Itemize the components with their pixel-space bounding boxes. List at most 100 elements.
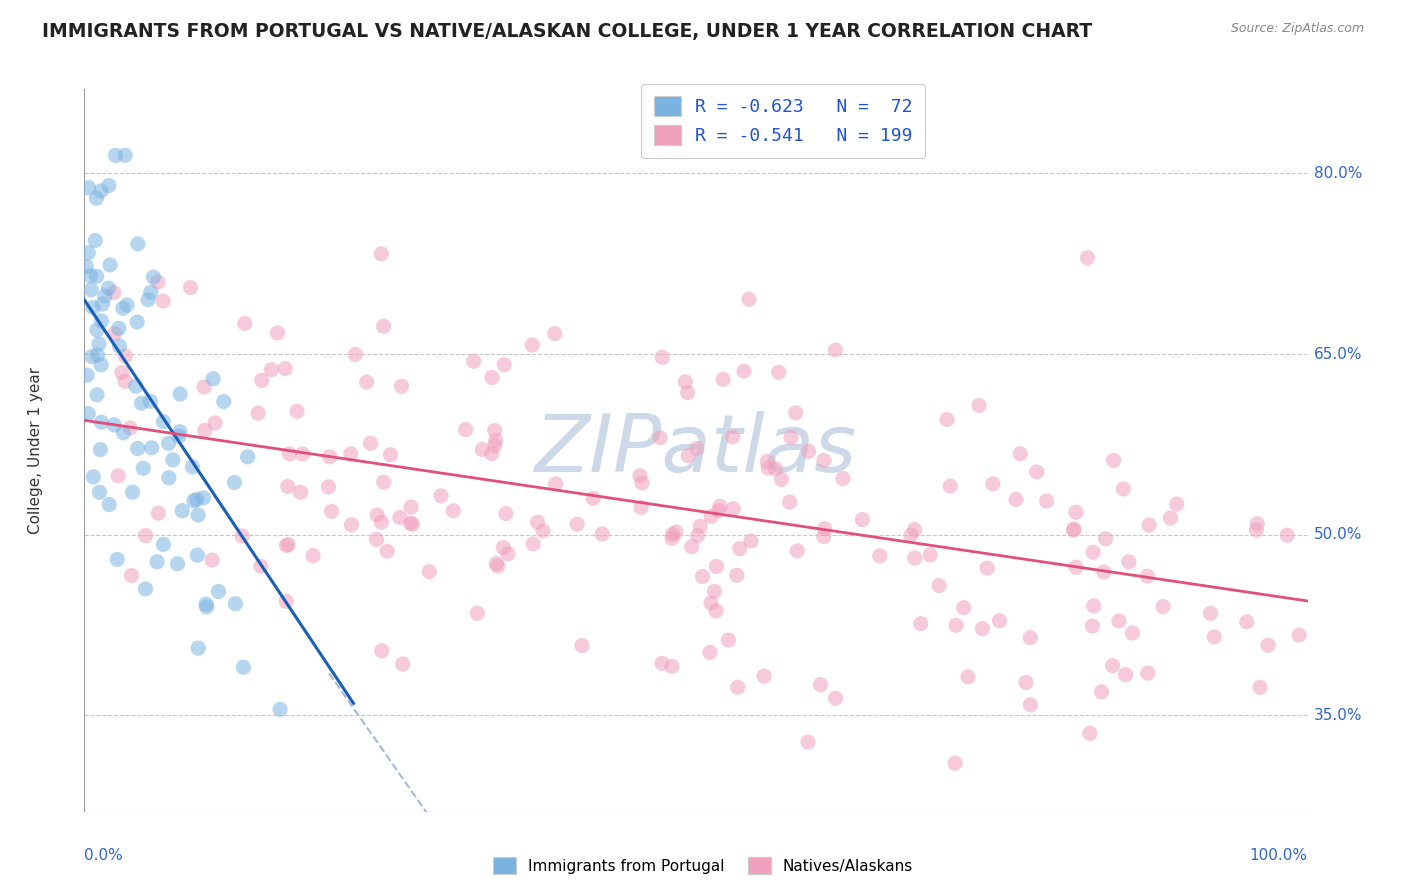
- Point: [114, 148, 136, 162]
- Point: [418, 565, 440, 579]
- Point: [661, 527, 683, 541]
- Point: [738, 293, 761, 307]
- Point: [139, 394, 162, 409]
- Point: [121, 568, 143, 582]
- Point: [107, 321, 129, 335]
- Point: [651, 657, 673, 671]
- Point: [1010, 447, 1032, 461]
- Point: [481, 447, 503, 461]
- Point: [114, 349, 136, 363]
- Point: [699, 646, 721, 660]
- Text: Source: ZipAtlas.com: Source: ZipAtlas.com: [1230, 22, 1364, 36]
- Point: [98, 258, 121, 272]
- Point: [193, 380, 215, 394]
- Point: [250, 559, 273, 574]
- Point: [1078, 726, 1101, 740]
- Point: [704, 604, 727, 618]
- Point: [167, 429, 190, 443]
- Point: [125, 379, 148, 393]
- Point: [1257, 638, 1279, 652]
- Point: [115, 298, 138, 312]
- Point: [193, 491, 215, 505]
- Point: [231, 529, 253, 543]
- Point: [711, 372, 734, 386]
- Point: [952, 600, 974, 615]
- Point: [111, 301, 134, 316]
- Point: [1108, 614, 1130, 628]
- Point: [976, 561, 998, 575]
- Point: [131, 396, 153, 410]
- Point: [375, 544, 398, 558]
- Point: [1019, 698, 1042, 712]
- Point: [162, 453, 184, 467]
- Point: [770, 473, 793, 487]
- Point: [1090, 685, 1112, 699]
- Point: [112, 425, 135, 440]
- Point: [373, 319, 395, 334]
- Point: [136, 293, 159, 307]
- Point: [169, 425, 191, 439]
- Point: [786, 543, 808, 558]
- Text: 50.0%: 50.0%: [1313, 527, 1362, 542]
- Point: [388, 510, 411, 524]
- Point: [485, 557, 508, 571]
- Point: [1076, 251, 1098, 265]
- Point: [135, 582, 157, 596]
- Point: [1063, 523, 1085, 537]
- Point: [91, 297, 114, 311]
- Point: [86, 269, 108, 284]
- Point: [207, 584, 229, 599]
- Point: [752, 669, 775, 683]
- Point: [233, 317, 256, 331]
- Point: [285, 404, 308, 418]
- Point: [202, 372, 225, 386]
- Point: [224, 597, 246, 611]
- Point: [236, 450, 259, 464]
- Point: [486, 559, 509, 574]
- Point: [80, 283, 103, 297]
- Point: [1204, 630, 1226, 644]
- Point: [103, 285, 125, 300]
- Point: [194, 423, 217, 437]
- Point: [721, 501, 744, 516]
- Point: [366, 508, 388, 522]
- Point: [232, 660, 254, 674]
- Point: [1015, 675, 1038, 690]
- Point: [681, 540, 703, 554]
- Point: [269, 702, 291, 716]
- Point: [1112, 482, 1135, 496]
- Point: [356, 375, 378, 389]
- Point: [108, 339, 131, 353]
- Point: [77, 407, 100, 421]
- Point: [651, 351, 673, 365]
- Point: [869, 549, 891, 563]
- Point: [127, 236, 149, 251]
- Point: [1166, 497, 1188, 511]
- Point: [97, 281, 120, 295]
- Point: [401, 517, 423, 532]
- Point: [676, 385, 699, 400]
- Point: [661, 532, 683, 546]
- Point: [77, 245, 100, 260]
- Point: [204, 416, 226, 430]
- Point: [1025, 465, 1047, 479]
- Point: [1083, 599, 1105, 613]
- Point: [454, 423, 477, 437]
- Point: [278, 447, 301, 461]
- Point: [484, 438, 506, 452]
- Point: [936, 412, 959, 426]
- Point: [107, 468, 129, 483]
- Point: [1115, 667, 1137, 681]
- Point: [321, 504, 343, 518]
- Point: [495, 507, 517, 521]
- Point: [90, 415, 112, 429]
- Point: [370, 515, 392, 529]
- Point: [956, 670, 979, 684]
- Point: [181, 459, 204, 474]
- Point: [76, 368, 98, 383]
- Text: 35.0%: 35.0%: [1313, 708, 1362, 723]
- Point: [591, 527, 613, 541]
- Point: [90, 184, 112, 198]
- Point: [141, 441, 163, 455]
- Point: [89, 485, 111, 500]
